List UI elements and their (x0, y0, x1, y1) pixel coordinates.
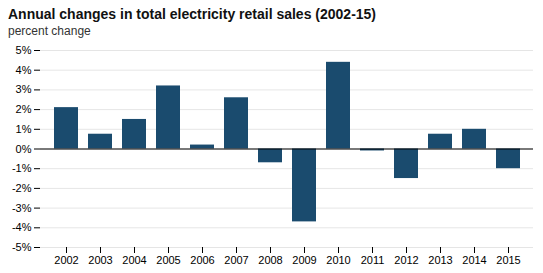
svg-text:1%: 1% (16, 123, 32, 135)
svg-text:-1%: -1% (12, 162, 32, 174)
svg-text:2006: 2006 (190, 254, 214, 266)
svg-text:2009: 2009 (292, 254, 316, 266)
svg-text:-3%: -3% (12, 202, 32, 214)
svg-text:-4%: -4% (12, 221, 32, 233)
svg-text:2010: 2010 (326, 254, 350, 266)
svg-text:5%: 5% (16, 44, 32, 56)
html-text:Annual changes in total electr: Annual changes in total electricity reta… (8, 6, 376, 22)
svg-text:2015: 2015 (496, 254, 520, 266)
html-text:percent change: percent change (8, 24, 91, 38)
svg-text:2003: 2003 (88, 254, 112, 266)
svg-text:2014: 2014 (462, 254, 486, 266)
svg-text:-5%: -5% (12, 241, 32, 253)
svg-text:2004: 2004 (122, 254, 146, 266)
svg-text:3%: 3% (16, 83, 32, 95)
svg-text:2011: 2011 (361, 254, 385, 266)
svg-text:2005: 2005 (156, 254, 180, 266)
svg-text:4%: 4% (16, 64, 32, 76)
svg-text:2013: 2013 (428, 254, 452, 266)
svg-text:0%: 0% (16, 143, 32, 155)
svg-text:2008: 2008 (258, 254, 282, 266)
svg-text:-2%: -2% (12, 182, 32, 194)
svg-text:2%: 2% (16, 103, 32, 115)
svg-text:2002: 2002 (54, 254, 78, 266)
svg-text:2007: 2007 (224, 254, 248, 266)
svg-text:2012: 2012 (394, 254, 418, 266)
